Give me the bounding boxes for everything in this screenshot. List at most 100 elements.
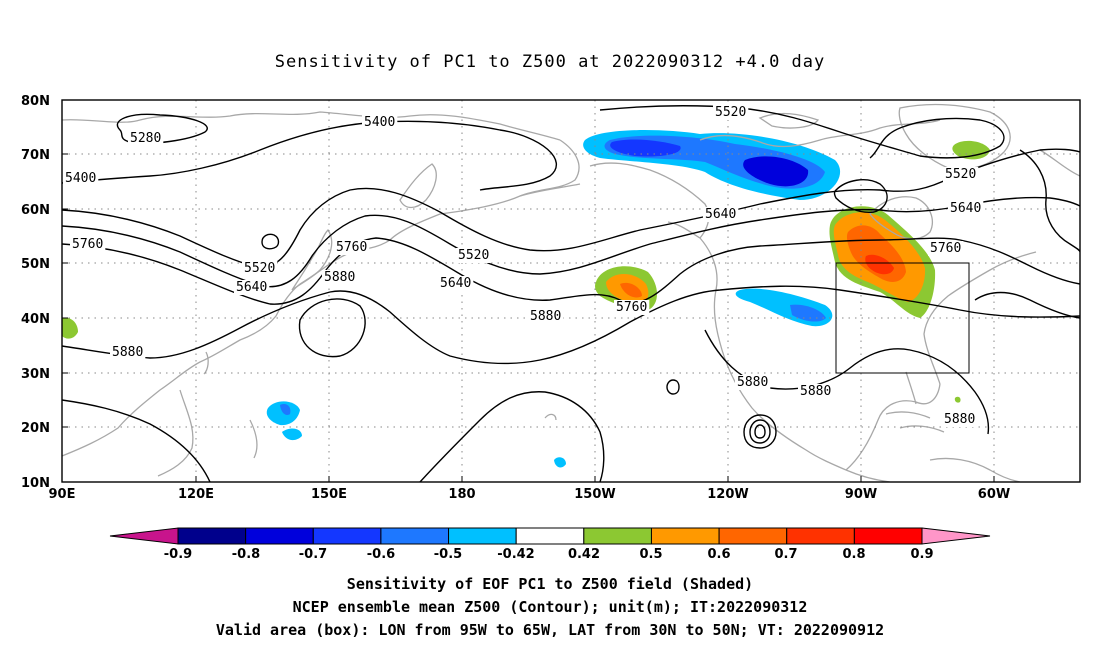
colorbar-box — [312, 527, 382, 545]
figure-title: Sensitivity of PC1 to Z500 at 2022090312… — [275, 52, 826, 72]
contour-label-background — [942, 412, 978, 427]
contour-label-background — [948, 201, 984, 216]
contour-label: 5880 — [737, 375, 768, 390]
contour-small-oval — [666, 379, 680, 395]
shade-negative-pacific-core — [790, 304, 826, 322]
contour-5880-east-pacific — [419, 391, 605, 482]
contour-5760 — [62, 237, 1080, 305]
lon-label: 150W — [574, 487, 615, 502]
coast-taiwan — [203, 351, 209, 375]
contour-labels: 5280 5400 5400 5520 5520 5520 5520 5640 … — [63, 105, 984, 427]
caption-line-1: Sensitivity of EOF PC1 to Z500 field (Sh… — [347, 575, 753, 593]
colorbar-box — [448, 527, 517, 545]
shade-negative-small-2 — [282, 428, 302, 441]
contour-label: 5640 — [950, 201, 981, 216]
contour-ring-3 — [754, 424, 766, 439]
contour-small-loop-japan — [261, 233, 280, 250]
colorbar-label: -0.8 — [232, 547, 260, 562]
lat-label: 70N — [21, 148, 50, 163]
contour-label-background — [334, 240, 370, 255]
lon-label: 60W — [978, 487, 1010, 502]
shade-positive-red-main — [865, 254, 894, 275]
contour-label-background — [322, 270, 358, 285]
colorbar-label: 0.9 — [910, 547, 933, 562]
caption-line-3: Valid area (box): LON from 95W to 65W, L… — [216, 621, 884, 639]
colorbar-box — [583, 527, 652, 545]
figure-caption: Sensitivity of EOF PC1 to Z500 field (Sh… — [216, 575, 884, 639]
colorbar-label: 0.42 — [568, 547, 600, 562]
contour-label-background — [703, 207, 739, 222]
colorbar-label: -0.5 — [434, 547, 462, 562]
colorbar-labels: -0.9 -0.8 -0.7 -0.6 -0.5 -0.42 0.42 0.5 … — [164, 547, 934, 562]
coast-canadian-arctic — [699, 119, 941, 148]
contour-label-background — [456, 248, 492, 263]
contour-label-background — [528, 309, 564, 324]
coast-alaska — [589, 162, 710, 239]
contour-label: 5760 — [616, 300, 647, 315]
lon-label: 120E — [178, 487, 214, 502]
colorbar-label: 0.7 — [774, 547, 797, 562]
lat-label: 50N — [21, 257, 50, 272]
lat-label: 20N — [21, 421, 50, 436]
contour-label-background — [713, 105, 749, 120]
lon-label: 90W — [845, 487, 877, 502]
contour-trough-east — [833, 179, 888, 213]
grid-lines — [62, 100, 1080, 482]
coast-hawaii — [544, 413, 557, 421]
lon-labels: 90E 120E 150E 180 150W 120W 90W 60W — [49, 487, 1011, 502]
lon-label: 180 — [448, 487, 475, 502]
lat-label: 10N — [21, 476, 50, 491]
contour-label-background — [362, 115, 398, 130]
coast-florida — [905, 371, 917, 405]
coast-north-america-west — [699, 237, 847, 471]
colorbar-box — [177, 527, 247, 545]
coast-cuba — [885, 411, 931, 419]
coast-south-america — [929, 457, 1021, 482]
sensitivity-shading — [62, 130, 990, 468]
contour-label: 5640 — [705, 207, 736, 222]
coast-hudson-bay — [869, 196, 933, 240]
contour-label: 5880 — [530, 309, 561, 324]
colorbar-box — [245, 527, 314, 545]
contour-label-background — [798, 384, 834, 399]
contour-label: 5760 — [336, 240, 367, 255]
lon-label: 90E — [49, 487, 76, 502]
contour-label: 5520 — [715, 105, 746, 120]
coast-japan — [291, 228, 333, 291]
coast-kamchatka — [399, 163, 437, 209]
contour-label: 5520 — [458, 248, 489, 263]
colorbar-boxes — [177, 527, 923, 545]
shade-negative-arctic-west — [610, 139, 681, 157]
coast-indochina — [157, 389, 194, 477]
colorbar-label: -0.6 — [367, 547, 395, 562]
lat-labels: 80N 70N 60N 50N 40N 30N 20N 10N — [21, 94, 50, 491]
colorbar-box — [853, 527, 923, 545]
contour-label: 5880 — [324, 270, 355, 285]
map-plot-area: 5280 5400 5400 5520 5520 5520 5520 5640 … — [21, 94, 1081, 502]
shade-negative-small-4 — [280, 404, 291, 415]
colorbar-label: -0.42 — [497, 547, 534, 562]
contour-label: 5640 — [440, 276, 471, 291]
colorbar: -0.9 -0.8 -0.7 -0.6 -0.5 -0.42 0.42 0.5 … — [109, 527, 991, 562]
contour-5880-south — [62, 399, 211, 482]
coast-north-america-east — [923, 251, 1037, 385]
tick-marks — [61, 99, 995, 483]
coastlines — [62, 103, 1080, 482]
shade-positive-west-edge — [62, 317, 78, 339]
caption-line-2: NCEP ensemble mean Z500 (Contour); unit(… — [293, 598, 808, 616]
contour-label: 5280 — [130, 131, 161, 146]
contour-label: 5760 — [930, 241, 961, 256]
colorbar-box — [718, 527, 788, 545]
lat-label: 80N — [21, 94, 50, 109]
coast-aleutians — [519, 183, 581, 197]
colorbar-label: 0.5 — [639, 547, 662, 562]
contour-label-background — [242, 261, 278, 276]
contour-label-background — [110, 345, 146, 360]
colorbar-box — [515, 527, 585, 545]
shade-positive-pacific-darkorange — [620, 282, 642, 298]
coast-europe — [1039, 149, 1080, 177]
map-frame — [61, 99, 1081, 483]
contour-label: 5760 — [72, 237, 103, 252]
contour-label: 5880 — [112, 345, 143, 360]
